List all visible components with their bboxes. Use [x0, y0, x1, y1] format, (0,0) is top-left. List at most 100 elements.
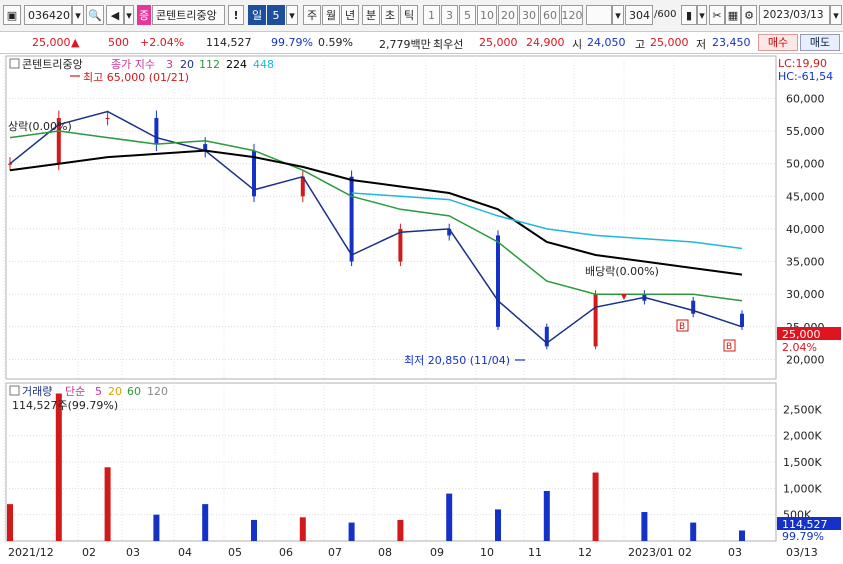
price-panel-title: 콘텐트리중앙	[22, 58, 83, 71]
candle-body	[203, 144, 208, 151]
period-month-button[interactable]: 월	[322, 5, 340, 25]
date-dropdown-icon[interactable]: ▾	[830, 5, 842, 25]
period-year-button[interactable]: 년	[341, 5, 359, 25]
x-tick-label: 02	[82, 546, 96, 559]
price-y-tick-label: 30,000	[786, 288, 825, 301]
b-badge-1	[676, 319, 689, 332]
volume-bar	[251, 519, 257, 541]
volume-legend: 거래량 단순 5 20 60 120	[9, 385, 168, 398]
save-icon[interactable]: ▦	[725, 5, 741, 25]
minute-30-button[interactable]: 30	[519, 5, 539, 25]
x-tick-label: 05	[228, 546, 242, 559]
price-change: 500	[108, 36, 129, 49]
code-dropdown-icon[interactable]: ▾	[72, 5, 84, 25]
volume-bar	[202, 504, 209, 541]
period-tick-button[interactable]: 틱	[400, 5, 418, 25]
ma-3-legend: 3	[166, 58, 173, 71]
candle-body	[105, 117, 110, 119]
volume-bar	[299, 517, 306, 541]
turnover-ratio: 0.59%	[318, 36, 353, 49]
ma-legend-label: 종가 지수	[111, 58, 155, 71]
candle-body	[691, 300, 696, 314]
period-dropdown-icon[interactable]: ▾	[286, 5, 298, 25]
vol-ma-legend-label: 단순	[65, 385, 85, 398]
bar-count-field[interactable]: 304	[625, 5, 653, 25]
price-y-tick-label: 35,000	[786, 256, 825, 269]
minute-20-button[interactable]: 20	[498, 5, 518, 25]
candle-body	[300, 176, 305, 197]
scissors-icon[interactable]: ✂	[709, 5, 725, 25]
speaker-icon[interactable]: ◀	[106, 5, 124, 25]
left-event-annotation: 상락(0.00%)	[8, 120, 72, 133]
vol-ma-20-legend: 20	[108, 385, 122, 398]
last-price-tag-text: 25,000	[782, 328, 821, 341]
minute-custom-dropdown-icon[interactable]: ▾	[612, 5, 624, 25]
legend-toggle-icon[interactable]	[9, 58, 20, 69]
x-tick-label: 08	[378, 546, 392, 559]
volume-bar	[348, 522, 355, 541]
volume-bar	[104, 467, 111, 541]
minute-60-button[interactable]: 60	[540, 5, 560, 25]
stock-name-field[interactable]: 콘텐트리중앙	[152, 5, 225, 25]
chart-area[interactable]: 20,000 25,000 30,000 35,000 40,000 45,000 50,0…	[0, 54, 843, 564]
open-label: 시	[572, 38, 583, 51]
x-tick-label: 06	[279, 546, 293, 559]
buy-button[interactable]: 매수	[758, 34, 798, 51]
volume-legend-toggle-icon[interactable]	[9, 385, 20, 396]
best-bid: 24,900	[526, 36, 565, 49]
x-tick-label: 2023/01	[628, 546, 674, 559]
minute-10-button[interactable]: 10	[477, 5, 497, 25]
moving-average-lines	[9, 110, 743, 345]
best-quote-label: 최우선	[433, 38, 464, 51]
volume-bar	[739, 530, 745, 541]
period-minute-button[interactable]: 분	[362, 5, 380, 25]
candle-type-icon[interactable]: ▮	[681, 5, 697, 25]
volume-bar	[690, 522, 697, 541]
speaker-dropdown-icon[interactable]: ▾	[124, 5, 134, 25]
period-week-button[interactable]: 주	[303, 5, 321, 25]
minute-5-button[interactable]: 5	[459, 5, 476, 25]
period-second-button[interactable]: 초	[381, 5, 399, 25]
layout-icon[interactable]: ▣	[3, 5, 21, 25]
high-annotation: 최고 65,000 (01/21)	[83, 71, 189, 84]
low-label: 저	[696, 38, 707, 51]
minute-120-button[interactable]: 120	[561, 5, 583, 25]
x-tick-label: 03/13	[786, 546, 818, 559]
period-day-button[interactable]: 일	[248, 5, 266, 25]
date-field[interactable]: 2023/03/13	[759, 5, 830, 25]
last-volume-pct-text: 99.79%	[782, 530, 824, 543]
period-count-button[interactable]: 5	[267, 5, 285, 25]
x-tick-label: 2021/12	[8, 546, 54, 559]
sell-button[interactable]: 매도	[800, 34, 840, 51]
minute-3-button[interactable]: 3	[441, 5, 458, 25]
candle-dropdown-icon[interactable]: ▾	[697, 5, 707, 25]
info-button[interactable]: !	[228, 5, 244, 25]
candle-body	[593, 294, 598, 347]
x-tick-label: 02	[678, 546, 692, 559]
hc-label: HC:-61,54	[778, 70, 833, 83]
b-badge-2-text: B	[726, 342, 732, 352]
x-tick-label: 03	[728, 546, 742, 559]
volume-bars	[7, 393, 745, 541]
volume-y-tick-label: 1,500K	[783, 456, 822, 469]
ma-line-112	[9, 130, 743, 302]
last-volume-tag	[777, 517, 841, 530]
stock-code-field[interactable]: 036420	[24, 5, 72, 25]
dividend-annotation: 배당락(0.00%)	[585, 265, 659, 278]
lc-label: LC:19,90	[778, 57, 827, 70]
open-price: 24,050	[587, 36, 626, 49]
candle-body	[154, 117, 159, 145]
candle-body	[252, 150, 256, 197]
volume-bar	[495, 509, 501, 541]
minute-1-button[interactable]: 1	[423, 5, 440, 25]
high-label: 고	[635, 38, 646, 51]
trade-amount: 2,779백만	[379, 38, 431, 51]
search-icon[interactable]: 🔍	[86, 5, 104, 25]
settings-gear-icon[interactable]: ⚙	[741, 5, 757, 25]
price-y-tick-label: 55,000	[786, 125, 825, 138]
minute-custom-field[interactable]	[586, 5, 612, 25]
volume-bar	[446, 493, 453, 541]
volume-panel-title: 거래량	[22, 385, 52, 398]
x-tick-label: 07	[328, 546, 342, 559]
x-tick-label: 09	[430, 546, 444, 559]
